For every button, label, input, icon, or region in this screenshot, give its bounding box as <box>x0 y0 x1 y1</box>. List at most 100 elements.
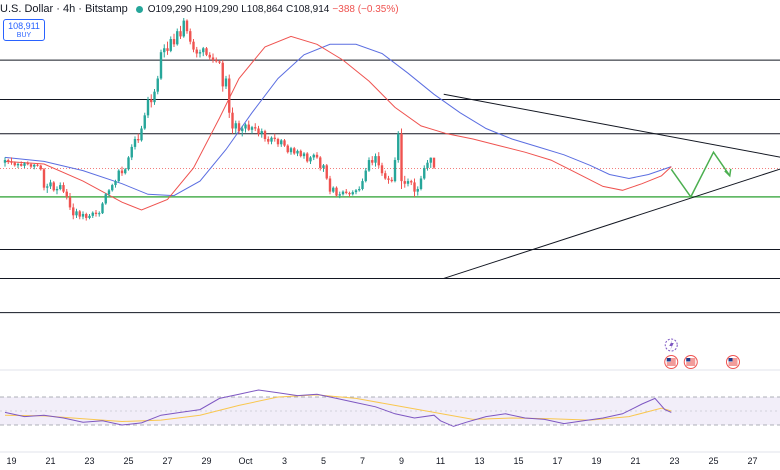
candle-up[interactable] <box>55 186 59 195</box>
candle-down[interactable] <box>325 164 328 180</box>
candle-up[interactable] <box>130 144 133 161</box>
candle-up[interactable] <box>280 139 283 147</box>
candle-up[interactable] <box>374 153 377 167</box>
candle-up[interactable] <box>260 128 263 138</box>
candle-down[interactable] <box>94 210 98 217</box>
candle-down[interactable] <box>218 60 221 65</box>
candle-up[interactable] <box>312 153 315 161</box>
candle-down[interactable] <box>195 46 198 58</box>
candle-down[interactable] <box>254 123 257 132</box>
candle-up[interactable] <box>107 189 111 197</box>
candle-down[interactable] <box>390 177 393 183</box>
candle-down[interactable] <box>120 166 124 176</box>
candle-down[interactable] <box>413 178 416 197</box>
candle-down[interactable] <box>62 182 65 193</box>
candle-up[interactable] <box>114 179 117 188</box>
candle-down[interactable] <box>319 156 322 171</box>
candle-down[interactable] <box>39 164 42 171</box>
lightning-event-icon[interactable] <box>664 338 678 352</box>
us-flag-event-icon[interactable] <box>664 355 679 369</box>
candle-down[interactable] <box>10 157 13 165</box>
candle-down[interactable] <box>172 33 176 47</box>
candle-down[interactable] <box>211 53 215 63</box>
candle-down[interactable] <box>179 25 182 40</box>
candle-up[interactable] <box>127 156 130 171</box>
candle-down[interactable] <box>371 156 374 166</box>
candle-up[interactable] <box>309 156 312 165</box>
candle-up[interactable] <box>163 44 166 58</box>
candle-up[interactable] <box>270 136 273 145</box>
candle-up[interactable] <box>406 178 410 187</box>
candle-down[interactable] <box>306 152 309 163</box>
candle-down[interactable] <box>150 94 153 108</box>
candle-up[interactable] <box>419 175 423 191</box>
candle-down[interactable] <box>52 181 55 192</box>
candle-up[interactable] <box>117 169 120 183</box>
candle-down[interactable] <box>185 19 189 34</box>
candle-down[interactable] <box>192 39 195 53</box>
candle-down[interactable] <box>380 162 384 176</box>
candle-up[interactable] <box>224 75 228 90</box>
candle-up[interactable] <box>23 162 26 168</box>
candle-up[interactable] <box>140 125 143 142</box>
candle-up[interactable] <box>358 186 361 192</box>
candle-down[interactable] <box>42 167 46 191</box>
candle-up[interactable] <box>104 192 107 205</box>
candle-down[interactable] <box>205 46 208 57</box>
candle-up[interactable] <box>111 183 114 192</box>
candle-down[interactable] <box>348 191 351 197</box>
candle-up[interactable] <box>429 157 432 168</box>
candle-down[interactable] <box>286 144 289 154</box>
candle-down[interactable] <box>36 163 39 167</box>
candle-up[interactable] <box>3 157 7 167</box>
candle-up[interactable] <box>46 183 49 193</box>
candle-down[interactable] <box>78 210 81 220</box>
candle-up[interactable] <box>156 75 159 95</box>
candle-down[interactable] <box>13 161 16 167</box>
candle-up[interactable] <box>153 89 156 105</box>
candle-up[interactable] <box>426 160 429 171</box>
candle-up[interactable] <box>289 146 293 155</box>
event-markers[interactable] <box>664 338 740 369</box>
candle-up[interactable] <box>182 18 185 38</box>
candle-down[interactable] <box>20 161 23 167</box>
candle-down[interactable] <box>137 133 140 143</box>
candle-up[interactable] <box>393 157 397 183</box>
candle-up[interactable] <box>244 123 247 133</box>
candle-up[interactable] <box>364 167 367 183</box>
candle-down[interactable] <box>68 192 72 211</box>
candle-up[interactable] <box>33 164 36 170</box>
candle-down[interactable] <box>29 162 33 168</box>
candle-up[interactable] <box>322 164 325 172</box>
candle-up[interactable] <box>302 152 306 159</box>
candle-down[interactable] <box>26 161 29 166</box>
candle-up[interactable] <box>124 167 127 175</box>
candle-up[interactable] <box>198 49 202 58</box>
candle-up[interactable] <box>332 186 335 193</box>
candle-down[interactable] <box>387 175 390 184</box>
candle-down[interactable] <box>315 152 319 159</box>
candle-down[interactable] <box>247 120 250 132</box>
candle-down[interactable] <box>65 189 68 200</box>
candle-up[interactable] <box>296 149 299 157</box>
candle-up[interactable] <box>59 182 62 191</box>
candle-up[interactable] <box>133 136 137 150</box>
candle-down[interactable] <box>228 74 231 118</box>
candle-down[interactable] <box>335 186 338 197</box>
candle-down[interactable] <box>237 120 241 134</box>
candle-up[interactable] <box>367 157 371 172</box>
candle-up[interactable] <box>423 165 426 180</box>
candle-up[interactable] <box>81 211 85 220</box>
rsi-pane[interactable] <box>0 369 780 427</box>
candle-down[interactable] <box>215 57 218 63</box>
candlesticks[interactable] <box>3 18 436 221</box>
candle-down[interactable] <box>432 157 436 169</box>
candle-down[interactable] <box>208 52 211 61</box>
candle-up[interactable] <box>241 125 244 137</box>
candle-up[interactable] <box>202 46 205 57</box>
candle-up[interactable] <box>159 49 163 80</box>
us-flag-event-icon[interactable] <box>726 355 740 369</box>
candle-up[interactable] <box>397 131 400 163</box>
candle-up[interactable] <box>143 112 146 130</box>
